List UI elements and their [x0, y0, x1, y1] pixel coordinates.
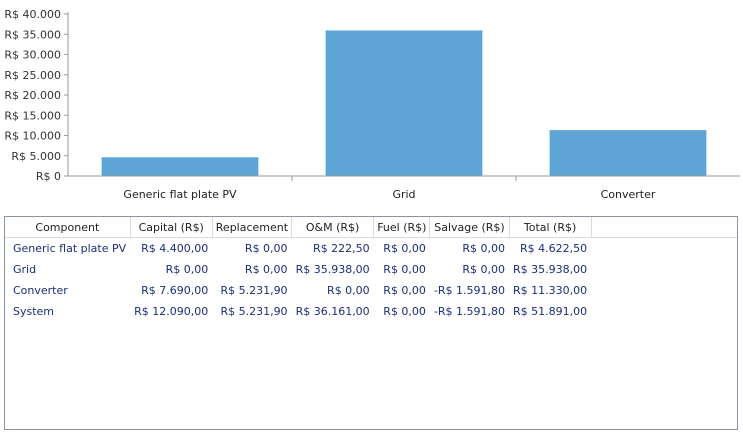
cost-summary-table: Component Capital (R$) Replacement O&M (…	[5, 217, 737, 322]
cost-table-panel[interactable]: Component Capital (R$) Replacement O&M (…	[4, 216, 738, 430]
table-header-row: Component Capital (R$) Replacement O&M (…	[5, 217, 737, 238]
cell-salvage: -R$ 1.591,80	[433, 284, 506, 297]
cell-component: Generic flat plate PV	[13, 242, 127, 255]
bar[interactable]	[101, 157, 259, 176]
y-tick-label: R$ 35.000	[4, 28, 61, 41]
cell-filler	[591, 238, 737, 260]
chart-svg: R$ 0 R$ 5.000 R$ 10.000 R$ 15.000 R$ 20.000 R…	[4, 8, 740, 201]
y-tick-label: R$ 20.000	[4, 89, 61, 102]
cell-total: R$ 4.622,50	[520, 242, 588, 255]
cell-salvage: R$ 0,00	[462, 242, 506, 255]
y-tick-label: R$ 10.000	[4, 130, 61, 143]
y-tick-label: R$ 5.000	[11, 150, 61, 163]
y-tick-label: R$ 0	[36, 170, 61, 183]
table-row-converter[interactable]: Converter R$ 7.690,00 R$ 5.231,90 R$ 0,0…	[5, 280, 737, 301]
cell-replacement: R$ 0,00	[244, 263, 288, 276]
cell-fuel: R$ 0,00	[383, 284, 426, 297]
y-tick-label: R$ 15.000	[4, 109, 61, 122]
cell-om: R$ 222,50	[313, 242, 370, 255]
cell-replacement: R$ 5.231,90	[220, 305, 288, 318]
x-category-label: Converter	[601, 188, 656, 201]
column-header-filler	[591, 217, 737, 238]
cell-om: R$ 0,00	[327, 284, 370, 297]
cell-component: System	[13, 305, 55, 318]
cell-fuel: R$ 0,00	[383, 305, 426, 318]
column-header-component[interactable]: Component	[5, 217, 131, 238]
bars	[101, 30, 707, 177]
table-row-pv[interactable]: Generic flat plate PV R$ 4.400,00 R$ 0,0…	[5, 238, 737, 260]
column-header-total[interactable]: Total (R$)	[509, 217, 592, 238]
column-header-fuel[interactable]: Fuel (R$)	[373, 217, 431, 238]
column-header-replacement[interactable]: Replacement	[212, 217, 293, 238]
cell-capital: R$ 4.400,00	[141, 242, 209, 255]
cell-capital: R$ 12.090,00	[134, 305, 209, 318]
cell-fuel: R$ 0,00	[383, 263, 426, 276]
y-tick-label: R$ 40.000	[4, 8, 61, 21]
y-axis: R$ 0 R$ 5.000 R$ 10.000 R$ 15.000 R$ 20.000 R…	[4, 8, 69, 183]
cell-replacement: R$ 5.231,90	[220, 284, 288, 297]
x-category-label: Generic flat plate PV	[123, 188, 237, 201]
cost-bar-chart: R$ 0 R$ 5.000 R$ 10.000 R$ 15.000 R$ 20.000 R…	[0, 0, 743, 212]
y-tick-label: R$ 30.000	[4, 49, 61, 62]
bar[interactable]	[325, 30, 483, 177]
cell-capital: R$ 0,00	[165, 263, 209, 276]
cell-salvage: R$ 0,00	[462, 263, 506, 276]
cell-filler	[591, 259, 737, 280]
cell-salvage: -R$ 1.591,80	[433, 305, 506, 318]
cell-filler	[591, 280, 737, 301]
x-category-label: Grid	[392, 188, 415, 201]
column-header-salvage[interactable]: Salvage (R$)	[429, 217, 510, 238]
cell-component: Grid	[13, 263, 37, 276]
cell-capital: R$ 7.690,00	[141, 284, 209, 297]
cell-replacement: R$ 0,00	[244, 242, 288, 255]
table-row-grid[interactable]: Grid R$ 0,00 R$ 0,00 R$ 35.938,00 R$ 0,0…	[5, 259, 737, 280]
cell-filler	[591, 301, 737, 322]
cell-fuel: R$ 0,00	[383, 242, 426, 255]
column-header-capital[interactable]: Capital (R$)	[130, 217, 213, 238]
cell-om: R$ 35.938,00	[295, 263, 370, 276]
cell-component: Converter	[13, 284, 68, 297]
cell-om: R$ 36.161,00	[295, 305, 370, 318]
cell-total: R$ 11.330,00	[513, 284, 588, 297]
x-axis: Generic flat plate PV Grid Converter	[68, 175, 740, 201]
cell-total: R$ 51.891,00	[513, 305, 588, 318]
bar[interactable]	[549, 130, 707, 176]
column-header-om[interactable]: O&M (R$)	[291, 217, 375, 238]
cell-total: R$ 35.938,00	[513, 263, 588, 276]
table-row-system[interactable]: System R$ 12.090,00 R$ 5.231,90 R$ 36.16…	[5, 301, 737, 322]
y-tick-label: R$ 25.000	[4, 69, 61, 82]
